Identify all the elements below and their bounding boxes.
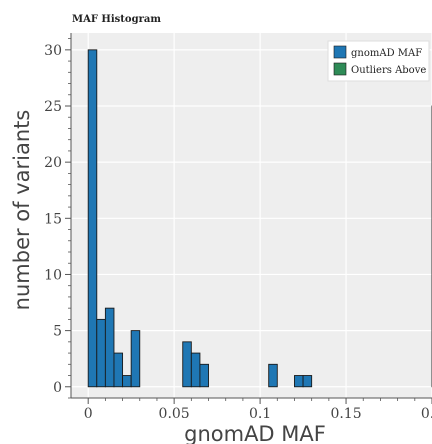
y-tick-label-6: 30 — [44, 43, 62, 59]
y-tick-label-2: 10 — [44, 267, 62, 283]
legend: gnomAD MAF Outliers Above — [327, 40, 430, 82]
axes: 0 5 10 15 20 25 30 0 0.05 0.1 0.15 0.2 — [44, 33, 432, 422]
bar-series-0-bin-13 — [199, 363, 209, 388]
histogram-bars — [87, 49, 432, 388]
bar-series-0-bin-0 — [87, 49, 98, 388]
plot-area — [71, 33, 432, 398]
bar-series-0-bin-24 — [294, 375, 304, 388]
bar-series-0-bin-12 — [190, 352, 201, 388]
bar-series-0-bin-4 — [122, 375, 132, 388]
x-tick-label-4: 0.2 — [421, 406, 432, 422]
x-tick-label-3: 0.15 — [330, 406, 361, 422]
legend-label-1: Outliers Above — [351, 65, 426, 76]
bar-series-0-bin-2 — [104, 307, 115, 388]
bar-series-0-bin-21 — [268, 363, 278, 388]
bar-series-0-bin-3 — [113, 352, 124, 388]
bar-series-0-bin-11 — [182, 341, 192, 388]
y-tick-label-5: 25 — [44, 99, 62, 115]
x-axis-label: gnomAD MAF — [184, 422, 326, 444]
bar-series-0-bin-1 — [96, 318, 106, 388]
chart-title: MAF Histogram — [72, 14, 161, 25]
legend-swatch-1 — [333, 62, 347, 76]
legend-swatch-0 — [333, 45, 347, 59]
bar-series-0-bin-25 — [302, 375, 313, 388]
y-axis-label: number of variants — [10, 110, 34, 311]
y-tick-label-4: 20 — [44, 155, 62, 171]
y-tick-label-0: 0 — [53, 380, 62, 396]
legend-label-0: gnomAD MAF — [351, 48, 422, 59]
x-tick-label-1: 0.05 — [159, 406, 190, 422]
x-tick-label-2: 0.1 — [249, 406, 271, 422]
y-tick-label-1: 5 — [53, 324, 62, 340]
x-tick-label-0: 0 — [84, 406, 93, 422]
y-tick-label-3: 15 — [44, 211, 62, 227]
bar-series-0-bin-5 — [130, 330, 141, 388]
